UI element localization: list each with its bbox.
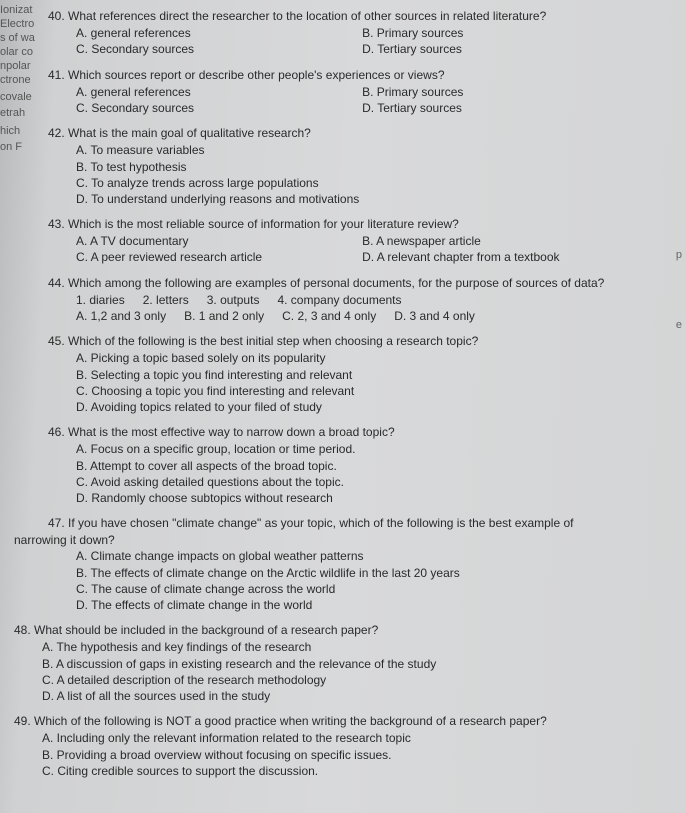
question-44: 44. Which among the following are exampl…: [48, 275, 672, 325]
edge-word: on F: [0, 141, 44, 153]
question-stem-line2: narrowing it down?: [14, 532, 672, 548]
option-c: C. 2, 3 and 4 only: [282, 308, 376, 324]
option-a: A. To measure variables: [76, 142, 672, 158]
option-c: C. A peer reviewed research article: [76, 249, 362, 265]
option-c: C. Secondary sources: [76, 100, 362, 116]
option-b: B. Attempt to cover all aspects of the b…: [76, 458, 672, 474]
item-4: 4. company documents: [277, 292, 401, 308]
question-41: 41. Which sources report or describe oth…: [48, 67, 672, 117]
item-2: 2. letters: [143, 292, 189, 308]
question-48: 48. What should be included in the backg…: [14, 622, 672, 704]
question-stem: 46. What is the most effective way to na…: [48, 424, 672, 440]
option-a: A. general references: [76, 25, 362, 41]
option-a: A. Picking a topic based solely on its p…: [76, 350, 672, 366]
question-stem: 43. Which is the most reliable source of…: [48, 216, 672, 232]
option-c: C. To analyze trends across large popula…: [76, 175, 672, 191]
edge-word: Ionizat: [0, 4, 44, 16]
option-a: A. Focus on a specific group, location o…: [76, 441, 672, 457]
option-c: C. Avoid asking detailed questions about…: [76, 474, 672, 490]
option-d: D. 3 and 4 only: [394, 308, 475, 324]
question-47: 47. If you have chosen "climate change" …: [48, 515, 672, 613]
option-a: A. 1,2 and 3 only: [76, 308, 166, 324]
question-stem: 45. Which of the following is the best i…: [48, 333, 672, 349]
question-42: 42. What is the main goal of qualitative…: [48, 125, 672, 207]
question-stem: 40. What references direct the researche…: [48, 8, 672, 24]
edge-word: etrah: [0, 107, 44, 119]
question-stem: 49. Which of the following is NOT a good…: [14, 713, 672, 729]
option-c: C. A detailed description of the researc…: [42, 672, 672, 688]
option-b: B. Providing a broad overview without fo…: [42, 747, 672, 763]
option-b: B. 1 and 2 only: [184, 308, 264, 324]
edge-word: hich: [0, 125, 44, 137]
option-d: D. Tertiary sources: [362, 100, 648, 116]
margin-letter: e: [676, 318, 682, 333]
option-d: D. A relevant chapter from a textbook: [362, 249, 648, 265]
item-3: 3. outputs: [207, 292, 260, 308]
question-43: 43. Which is the most reliable source of…: [48, 216, 672, 266]
option-c: C. Choosing a topic you find interesting…: [76, 383, 672, 399]
option-c: C. The cause of climate change across th…: [76, 581, 672, 597]
edge-word: Electro: [0, 18, 44, 30]
question-40: 40. What references direct the researche…: [48, 8, 672, 58]
question-stem: 48. What should be included in the backg…: [14, 622, 672, 638]
option-c: C. Secondary sources: [76, 41, 362, 57]
edge-word: covale: [0, 91, 44, 103]
option-b: B. A newspaper article: [362, 233, 648, 249]
option-a: A. Climate change impacts on global weat…: [76, 548, 672, 564]
option-b: B. To test hypothesis: [76, 159, 672, 175]
option-a: A. Including only the relevant informati…: [42, 730, 672, 746]
option-b: B. Primary sources: [362, 84, 648, 100]
option-b: B. Selecting a topic you find interestin…: [76, 367, 672, 383]
option-d: D. Avoiding topics related to your filed…: [76, 399, 672, 415]
page-edge-cutoff: Ionizat Electro s of wa olar co npolar c…: [0, 0, 44, 155]
option-d: D. To understand underlying reasons and …: [76, 191, 672, 207]
margin-letter: p: [676, 248, 682, 263]
edge-word: s of wa: [0, 32, 44, 44]
item-1: 1. diaries: [76, 292, 125, 308]
question-stem: 41. Which sources report or describe oth…: [48, 67, 672, 83]
question-46: 46. What is the most effective way to na…: [48, 424, 672, 506]
option-a: A. The hypothesis and key findings of th…: [42, 639, 672, 655]
option-b: B. The effects of climate change on the …: [76, 565, 672, 581]
option-a: A. A TV documentary: [76, 233, 362, 249]
option-d: D. Tertiary sources: [362, 41, 648, 57]
question-stem: 42. What is the main goal of qualitative…: [48, 125, 672, 141]
option-b: B. Primary sources: [362, 25, 648, 41]
option-a: A. general references: [76, 84, 362, 100]
question-stem: 44. Which among the following are exampl…: [48, 275, 672, 291]
question-49: 49. Which of the following is NOT a good…: [14, 713, 672, 779]
option-d: D. A list of all the sources used in the…: [42, 688, 672, 704]
question-stem-line1: 47. If you have chosen "climate change" …: [48, 515, 672, 531]
edge-word: ctrone: [0, 74, 44, 86]
option-b: B. A discussion of gaps in existing rese…: [42, 656, 672, 672]
edge-word: npolar: [0, 60, 44, 72]
edge-word: olar co: [0, 46, 44, 58]
scanned-page: Ionizat Electro s of wa olar co npolar c…: [0, 0, 686, 813]
question-45: 45. Which of the following is the best i…: [48, 333, 672, 415]
option-d: D. The effects of climate change in the …: [76, 597, 672, 613]
option-d: D. Randomly choose subtopics without res…: [76, 490, 672, 506]
option-c: C. Citing credible sources to support th…: [42, 763, 672, 779]
